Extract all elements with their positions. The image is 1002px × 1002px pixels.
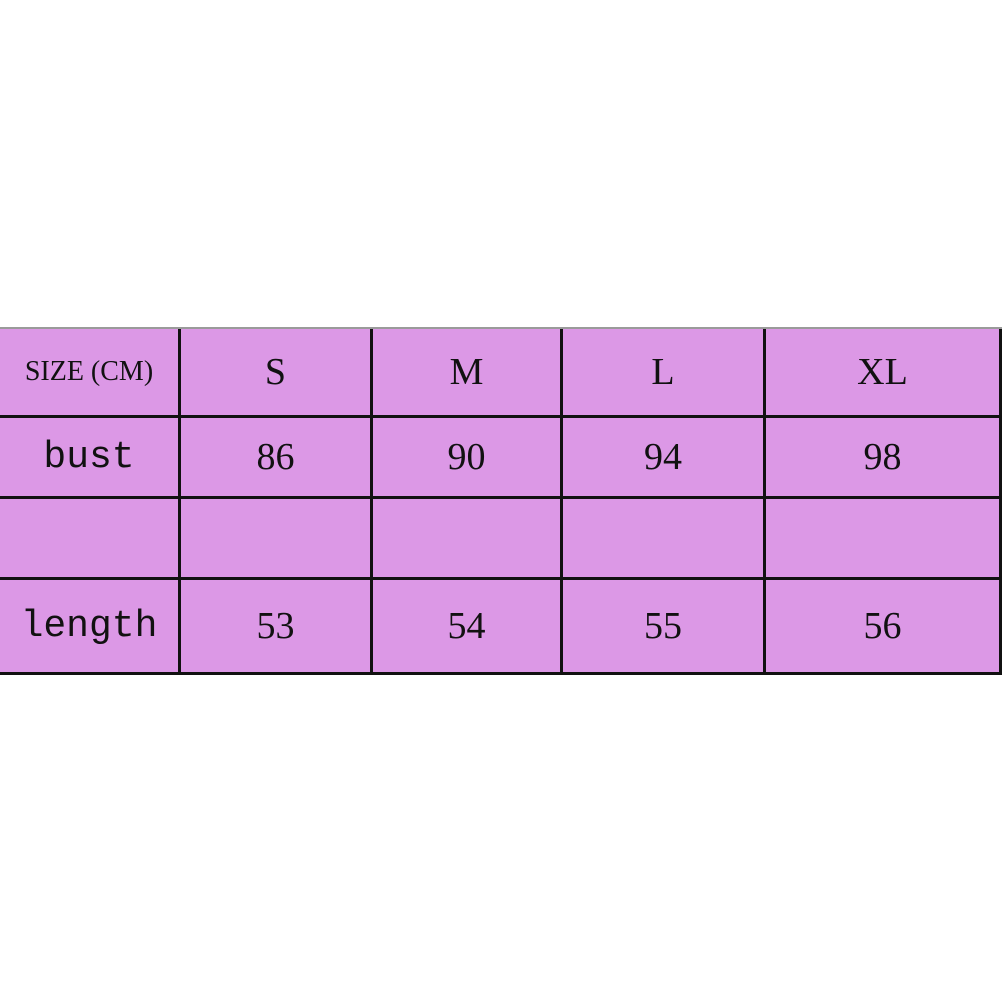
header-cell: S [264,351,287,393]
column-divider [178,329,181,675]
header-cell: M [449,351,484,393]
header-cell: XL [857,351,908,393]
row-divider [0,672,1002,675]
table-cell: length [20,604,158,648]
table-cell: 56 [863,605,902,647]
row-divider [0,496,1002,499]
row-divider [0,577,1002,580]
row-divider [0,415,1002,418]
column-divider [999,329,1002,675]
header-cell: SIZE (CM) [24,356,154,387]
table-cell [563,499,763,577]
column-divider [560,329,563,675]
table-cell [181,499,370,577]
column-divider [370,329,373,675]
table-cell: 94 [644,436,682,478]
table-cell: 90 [447,436,486,478]
table-cell: 98 [863,436,902,478]
table-cell: 55 [644,605,682,647]
header-cell: L [651,351,675,393]
table-cell: 54 [447,605,486,647]
column-divider [763,329,766,675]
table-cell: 86 [256,436,295,478]
table-cell: 53 [256,605,295,647]
table-cell [373,499,560,577]
table-cell [0,499,178,577]
table-cell [766,499,999,577]
table-cell: bust [43,435,135,479]
size-chart-table: SIZE (CM) S M L XL bust 86 90 94 98 length 53 54 55 56 [0,327,1002,675]
